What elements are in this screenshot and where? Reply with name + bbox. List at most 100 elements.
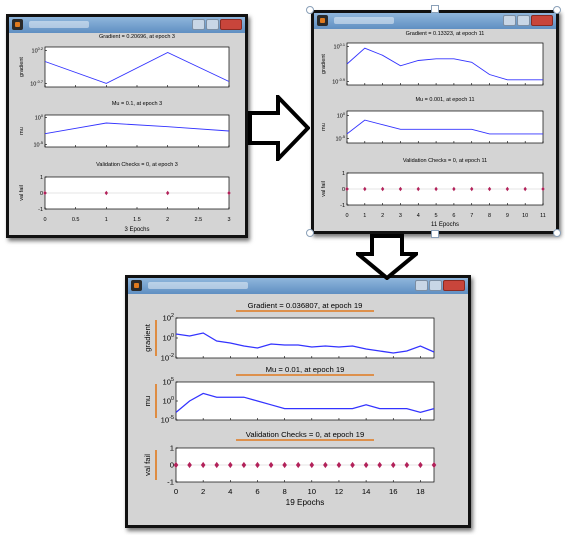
axes-box bbox=[44, 46, 230, 88]
matlab-icon bbox=[12, 19, 23, 30]
window-controls bbox=[415, 280, 465, 291]
panel-title: Mu = 0.001, at epoch 11 bbox=[415, 97, 474, 103]
x-tick-label: 2 bbox=[166, 217, 169, 223]
val-fail-marker bbox=[452, 186, 456, 192]
plot-area-11-epochs: Gradient = 0.13323, at epoch 11 gradient 1… bbox=[321, 31, 546, 228]
x-tick-label: 3 bbox=[399, 213, 402, 219]
selection-handle[interactable] bbox=[431, 5, 439, 13]
tick-label: 102 bbox=[162, 313, 174, 322]
close-button[interactable] bbox=[443, 280, 465, 291]
mu-series-line bbox=[175, 392, 435, 414]
axes-box bbox=[44, 114, 230, 148]
val-fail-marker bbox=[470, 186, 474, 192]
x-axis-label: 3 Epochs bbox=[124, 227, 149, 233]
window-title-placeholder bbox=[148, 282, 248, 289]
val-fail-marker bbox=[350, 461, 355, 469]
training-window-19-epochs: Gradient = 0.036807, at epoch 19 gradient… bbox=[125, 275, 471, 528]
x-tick-label: 11 bbox=[540, 213, 546, 219]
close-button[interactable] bbox=[220, 19, 242, 30]
tick-label: 100 bbox=[162, 333, 174, 342]
matlab-icon bbox=[317, 15, 328, 26]
panel-title: Validation Checks = 0, at epoch 11 bbox=[403, 158, 487, 164]
val-fail-marker bbox=[404, 461, 410, 469]
window-controls bbox=[192, 19, 242, 30]
x-tick-label: 14 bbox=[362, 487, 371, 496]
tick-label: -1 bbox=[167, 478, 174, 487]
panel-gradient: Gradient = 0.036807, at epoch 19 gradient… bbox=[143, 301, 435, 363]
panel-val: Validation Checks = 0, at epoch 3 val fai… bbox=[19, 162, 231, 213]
panel-gradient: Gradient = 0.13323, at epoch 11 gradient 1… bbox=[321, 31, 544, 86]
minimize-button[interactable] bbox=[192, 19, 205, 30]
x-tick-label: 4 bbox=[228, 487, 233, 496]
selection-handle[interactable] bbox=[553, 6, 561, 14]
arrow-down-icon bbox=[356, 234, 418, 280]
gradient-series-line bbox=[44, 51, 230, 84]
tick-label: 100.2 bbox=[32, 47, 43, 54]
val-fail-marker bbox=[487, 186, 492, 192]
maximize-button[interactable] bbox=[429, 280, 442, 291]
x-tick-label: 10 bbox=[522, 213, 528, 219]
close-button[interactable] bbox=[531, 15, 553, 26]
selection-handle[interactable] bbox=[306, 229, 314, 237]
val-fail-marker bbox=[434, 186, 438, 192]
panel-title: Mu = 0.01, at epoch 19 bbox=[266, 365, 345, 374]
x-tick-label: 16 bbox=[389, 487, 398, 496]
axes-box bbox=[346, 42, 544, 86]
gradient-series-line bbox=[346, 47, 543, 81]
matlab-icon bbox=[131, 280, 142, 291]
val-fail-marker bbox=[523, 186, 527, 192]
x-tick-label: 1 bbox=[105, 217, 108, 223]
val-fail-marker bbox=[541, 186, 545, 192]
x-tick-label: 18 bbox=[416, 487, 425, 496]
x-tick-label: 1.5 bbox=[133, 217, 141, 223]
val-fail-marker bbox=[187, 461, 192, 469]
maximize-button[interactable] bbox=[517, 15, 530, 26]
x-tick-label: 8 bbox=[488, 213, 491, 219]
val-fail-marker bbox=[363, 461, 369, 469]
window-titlebar[interactable] bbox=[314, 13, 556, 29]
y-axis-label: gradient bbox=[19, 57, 25, 77]
tick-label: -1 bbox=[38, 207, 43, 213]
tick-label: 0 bbox=[40, 191, 43, 197]
x-tick-label: 10 bbox=[308, 487, 317, 496]
panel-mu: Mu = 0.01, at epoch 19 mu 105 100 10-5 bbox=[143, 365, 435, 425]
selection-handle[interactable] bbox=[431, 230, 439, 238]
minimize-button[interactable] bbox=[503, 15, 516, 26]
val-fail-marker bbox=[228, 461, 233, 469]
selection-handle[interactable] bbox=[553, 229, 561, 237]
axes-box bbox=[175, 317, 435, 359]
selection-handle[interactable] bbox=[306, 6, 314, 14]
panel-val: Validation Checks = 0, at epoch 11 val fa… bbox=[321, 158, 545, 209]
val-fail-marker bbox=[345, 186, 349, 192]
val-fail-marker bbox=[282, 461, 287, 469]
val-fail-marker bbox=[214, 461, 220, 469]
tick-label: -1 bbox=[340, 203, 345, 209]
plot-area-19-epochs: Gradient = 0.036807, at epoch 19 gradient… bbox=[143, 301, 437, 507]
val-fail-marker bbox=[323, 461, 328, 469]
maximize-button[interactable] bbox=[206, 19, 219, 30]
x-tick-label: 2 bbox=[201, 487, 205, 496]
val-fail-marker bbox=[390, 461, 396, 469]
window-titlebar[interactable] bbox=[9, 17, 245, 33]
tick-label: 10-2 bbox=[161, 353, 174, 362]
x-tick-label: 1 bbox=[363, 213, 366, 219]
panel-title: Validation Checks = 0, at epoch 3 bbox=[96, 162, 178, 168]
arrow-right-icon bbox=[248, 95, 310, 161]
x-tick-label: 6 bbox=[452, 213, 455, 219]
x-tick-label: 8 bbox=[282, 487, 286, 496]
window-titlebar[interactable] bbox=[128, 278, 468, 294]
gradient-series-line bbox=[175, 332, 435, 354]
training-window-3-epochs: Gradient = 0.20696, at epoch 3 gradient 10… bbox=[6, 14, 248, 238]
panel-title: Gradient = 0.13323, at epoch 11 bbox=[406, 31, 485, 37]
val-fail-marker bbox=[104, 190, 108, 196]
x-tick-label: 2.5 bbox=[195, 217, 203, 223]
minimize-button[interactable] bbox=[415, 280, 428, 291]
y-axis-label: mu bbox=[321, 123, 327, 131]
window-title-placeholder bbox=[334, 17, 394, 24]
tick-label: 100 bbox=[162, 396, 174, 405]
mu-series-line bbox=[346, 119, 543, 135]
y-axis-label: val fail bbox=[19, 185, 25, 201]
x-tick-label: 6 bbox=[255, 487, 259, 496]
val-fail-marker bbox=[418, 461, 423, 469]
val-fail-marker bbox=[416, 186, 420, 192]
